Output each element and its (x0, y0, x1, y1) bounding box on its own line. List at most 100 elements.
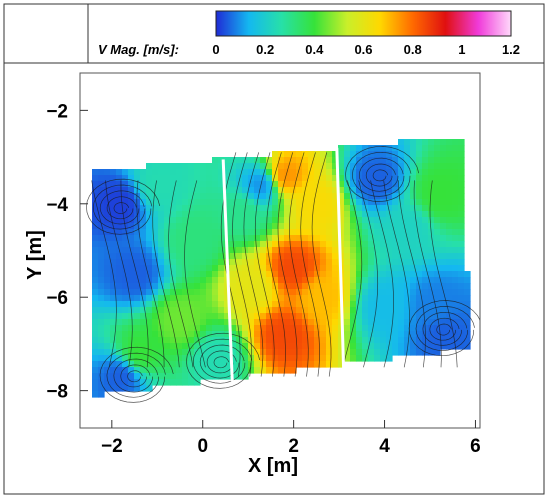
field-cell (338, 223, 345, 230)
field-cell (314, 349, 321, 356)
field-cell (398, 235, 405, 242)
field-cell (440, 145, 447, 152)
field-cell (302, 235, 309, 242)
field-cell (122, 331, 129, 338)
field-cell (92, 217, 99, 224)
field-cell (122, 379, 129, 386)
field-cell (332, 151, 339, 158)
field-cell (308, 253, 315, 260)
field-cell (260, 349, 267, 356)
field-cell (320, 187, 327, 194)
field-cell (410, 139, 417, 146)
field-cell (320, 349, 327, 356)
field-cell (332, 295, 339, 302)
field-cell (224, 217, 231, 224)
field-cell (284, 271, 291, 278)
field-cell (416, 139, 423, 146)
field-cell (308, 271, 315, 278)
field-cell (362, 349, 369, 356)
field-cell (440, 277, 447, 284)
field-cell (458, 295, 465, 302)
y-tick-label: −8 (46, 382, 68, 403)
field-cell (386, 193, 393, 200)
field-cell (356, 151, 363, 158)
field-cell (344, 169, 351, 176)
field-cell (350, 289, 357, 296)
field-cell (182, 187, 189, 194)
field-cell (314, 337, 321, 344)
field-cell (296, 193, 303, 200)
field-cell (164, 277, 171, 284)
field-cell (230, 301, 237, 308)
field-cell (284, 277, 291, 284)
field-cell (320, 265, 327, 272)
field-cell (302, 241, 309, 248)
field-cell (116, 349, 123, 356)
field-cell (200, 223, 207, 230)
field-cell (326, 361, 333, 368)
field-cell (236, 253, 243, 260)
field-cell (170, 355, 177, 362)
field-cell (380, 199, 387, 206)
field-cell (164, 379, 171, 386)
field-cell (362, 247, 369, 254)
field-cell (212, 217, 219, 224)
field-cell (296, 229, 303, 236)
field-cell (188, 289, 195, 296)
field-cell (290, 325, 297, 332)
field-cell (314, 277, 321, 284)
field-cell (284, 205, 291, 212)
field-cell (272, 211, 279, 218)
field-cell (428, 145, 435, 152)
field-cell (110, 373, 117, 380)
field-cell (206, 211, 213, 218)
field-cell (284, 211, 291, 218)
field-cell (410, 331, 417, 338)
field-cell (194, 217, 201, 224)
field-cell (320, 247, 327, 254)
field-cell (278, 229, 285, 236)
field-cell (404, 193, 411, 200)
field-cell (98, 259, 105, 266)
field-cell (116, 385, 123, 392)
field-cell (422, 157, 429, 164)
field-cell (170, 253, 177, 260)
field-cell (332, 331, 339, 338)
field-cell (452, 325, 459, 332)
field-cell (320, 325, 327, 332)
field-cell (182, 169, 189, 176)
field-cell (404, 181, 411, 188)
field-cell (272, 187, 279, 194)
field-cell (188, 313, 195, 320)
field-cell (98, 301, 105, 308)
field-cell (242, 373, 249, 380)
field-cell (128, 379, 135, 386)
field-cell (452, 163, 459, 170)
field-cell (368, 211, 375, 218)
field-cell (422, 301, 429, 308)
field-cell (146, 361, 153, 368)
field-cell (374, 247, 381, 254)
field-cell (212, 373, 219, 380)
field-cell (182, 313, 189, 320)
field-cell (104, 175, 111, 182)
field-cell (116, 235, 123, 242)
field-cell (344, 289, 351, 296)
field-cell (368, 199, 375, 206)
field-cell (446, 331, 453, 338)
field-cell (452, 169, 459, 176)
field-cell (386, 319, 393, 326)
field-cell (200, 373, 207, 380)
field-cell (374, 217, 381, 224)
field-cell (140, 247, 147, 254)
field-cell (146, 319, 153, 326)
field-cell (200, 319, 207, 326)
field-cell (182, 283, 189, 290)
field-cell (122, 259, 129, 266)
field-cell (350, 301, 357, 308)
field-cell (344, 241, 351, 248)
field-cell (218, 253, 225, 260)
field-cell (122, 319, 129, 326)
field-cell (398, 169, 405, 176)
field-cell (182, 265, 189, 272)
